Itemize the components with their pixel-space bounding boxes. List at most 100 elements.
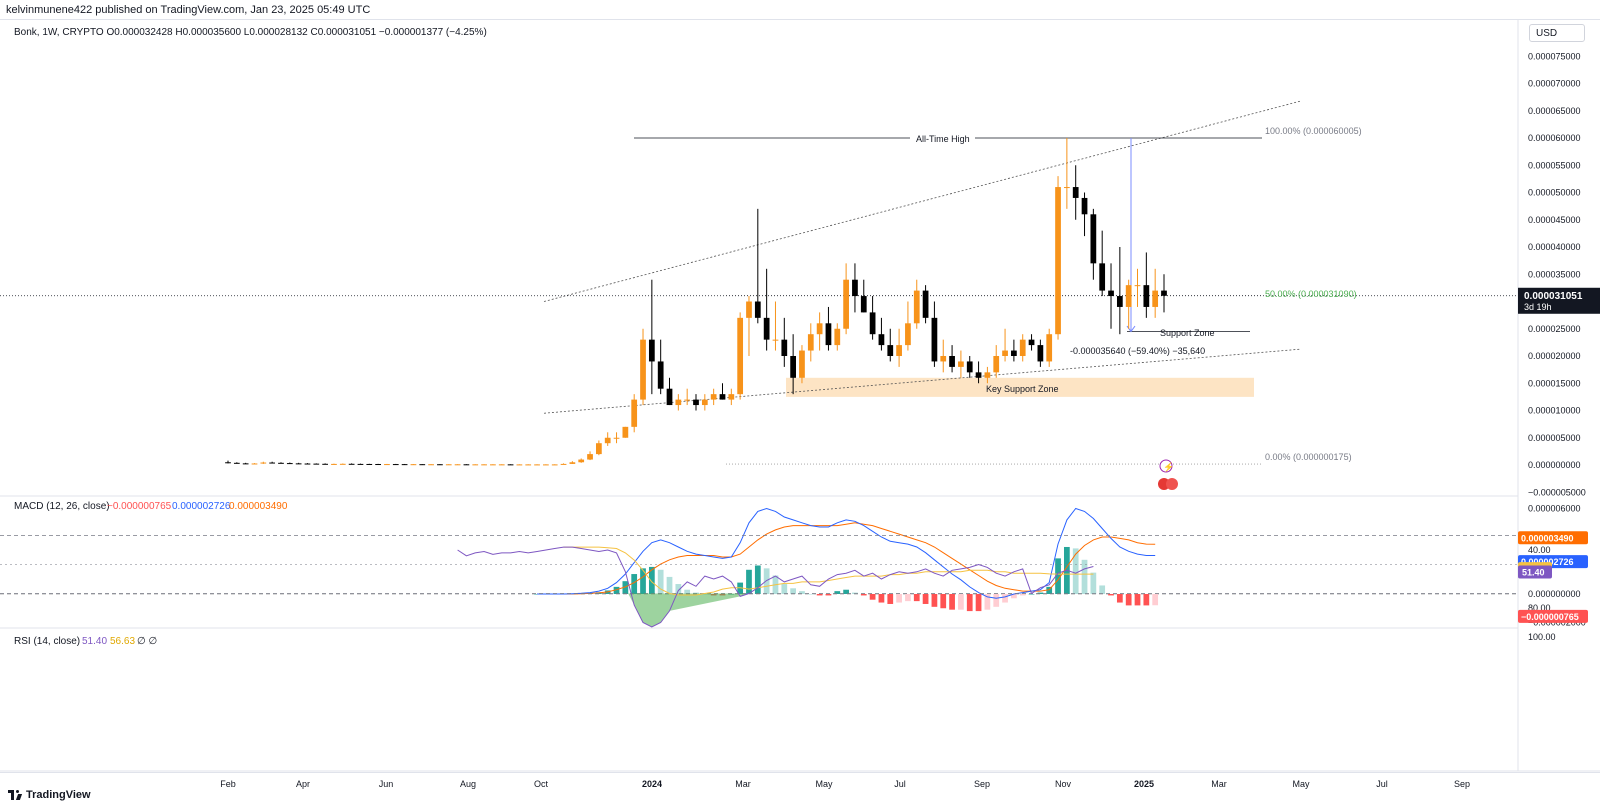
- macd-histogram-bar: [737, 582, 744, 594]
- channel-lower-line: [543, 348, 1301, 414]
- macd-histogram-bar: [746, 569, 752, 594]
- price-pane: ⚡: [0, 100, 1518, 490]
- candle-body: [710, 394, 717, 400]
- macd-tick-label: 0.000006000: [1528, 504, 1581, 514]
- rsi-pane: [0, 535, 1518, 628]
- price-tick-label: 0.000025000: [1528, 324, 1581, 334]
- macd-histogram-bar: [640, 568, 646, 594]
- candle-body: [569, 462, 576, 464]
- macd-histogram-bar: [958, 594, 964, 610]
- rsi-value-label-bg: [1518, 565, 1552, 579]
- last-price-label-bg: [1518, 287, 1600, 314]
- support-zone-label: Support Zone: [1160, 328, 1215, 338]
- macd-histogram-bar: [1002, 594, 1008, 603]
- candle-body: [763, 317, 770, 340]
- macd-histogram-bar: [1125, 594, 1132, 606]
- macd-histogram-bar: [975, 594, 982, 612]
- macd-legend-name: MACD (12, 26, close): [14, 501, 110, 512]
- lightning-glyph: ⚡: [1163, 461, 1174, 473]
- macd-histogram-bar: [631, 574, 638, 594]
- macd-histogram-bar: [666, 576, 673, 594]
- candle-body: [975, 372, 982, 378]
- macd-histogram-bar: [799, 591, 805, 594]
- macd-histogram-bar: [1046, 586, 1053, 594]
- candle-body: [1037, 345, 1044, 362]
- macd-pane: [0, 507, 1518, 612]
- candle-body: [728, 394, 735, 400]
- countdown-label: 3d 19h: [1524, 302, 1552, 312]
- rsi-legend-value: 51.40: [82, 636, 107, 647]
- price-tick-label: 0.000005000: [1528, 433, 1581, 443]
- rsi-legend: RSI (14, close) 51.40 56.63 ∅ ∅: [14, 636, 157, 647]
- time-tick-label: Jul: [894, 779, 906, 789]
- candle-body: [1019, 339, 1026, 356]
- candle-body: [419, 464, 426, 466]
- channel-upper-line: [543, 100, 1301, 302]
- fib-50-label: 50.00% (0.000031090): [1265, 289, 1357, 299]
- tradingview-brand[interactable]: TradingView: [8, 789, 91, 801]
- candle-body: [595, 443, 602, 455]
- time-tick-label: Mar: [1211, 779, 1227, 789]
- time-tick-label: Apr: [296, 779, 310, 789]
- currency-selector[interactable]: USD: [1529, 24, 1585, 42]
- brand-label: TradingView: [26, 789, 91, 801]
- time-tick-label: Sep: [1454, 779, 1470, 789]
- candle-body: [233, 462, 240, 464]
- rsi-value-label: 51.40: [1522, 568, 1545, 578]
- candle-body: [701, 399, 708, 406]
- candle-body: [604, 437, 611, 444]
- macd-histogram-bar: [905, 594, 911, 602]
- candle-body: [251, 463, 258, 465]
- macd-legend: MACD (12, 26, close) −0.000000765 0.0000…: [14, 501, 288, 512]
- candle-body: [816, 323, 823, 335]
- time-tick-label: Feb: [220, 779, 236, 789]
- price-tick-label: −0.000005000: [1528, 487, 1586, 497]
- candle-body: [534, 464, 540, 466]
- candle-body: [1125, 285, 1132, 307]
- candle-body: [278, 462, 284, 464]
- candle-body: [966, 361, 973, 373]
- price-tick-label: 0.000070000: [1528, 79, 1581, 89]
- macd-histogram-bar: [940, 594, 947, 609]
- candle-body: [242, 463, 249, 465]
- candle-body: [1134, 285, 1141, 287]
- candle-body: [1099, 263, 1106, 291]
- candle-body: [260, 462, 267, 464]
- measure-label: -0.000035640 (−59.40%) −35,640: [1070, 346, 1205, 356]
- macd-histogram-bar: [1090, 572, 1097, 594]
- macd-histogram-bar: [763, 568, 770, 594]
- macd-histogram-bar: [1072, 548, 1079, 594]
- macd-value-label-bg: [1518, 531, 1588, 545]
- macd-histogram-bar: [1143, 594, 1150, 606]
- candle-body: [313, 463, 320, 465]
- candle-body: [958, 361, 964, 367]
- candle-body: [525, 464, 532, 466]
- macd-histogram-bar: [1011, 594, 1017, 599]
- macd-histogram-bar: [1037, 592, 1044, 594]
- candle-body: [481, 464, 487, 466]
- flag-icon-secondary: [1166, 478, 1178, 490]
- candle-body: [366, 463, 373, 465]
- candle-body: [286, 463, 293, 465]
- candle-body: [587, 454, 593, 460]
- macd-histogram-bar: [1081, 559, 1088, 594]
- price-tick-label: 0.000055000: [1528, 160, 1581, 170]
- candle-body: [790, 356, 797, 378]
- candle-body: [1081, 197, 1088, 215]
- time-tick-label: Jul: [1376, 779, 1388, 789]
- macd-histogram-bar: [843, 589, 849, 594]
- macd-histogram-bar: [1108, 594, 1114, 596]
- price-tick-label: 0.000050000: [1528, 188, 1581, 198]
- candle-body: [905, 323, 911, 346]
- price-tick-label: 0.000040000: [1528, 242, 1581, 252]
- rsi-tick-label: 40.00: [1528, 545, 1551, 555]
- candle-body: [693, 399, 699, 406]
- candle-body: [949, 356, 955, 367]
- candle-body: [551, 464, 558, 466]
- macd-histogram-bar: [1055, 558, 1061, 594]
- candle-body: [1046, 334, 1053, 362]
- candle-body: [860, 296, 867, 313]
- macd-histogram-bar: [896, 594, 902, 603]
- price-tick-label: 0.000035000: [1528, 269, 1581, 279]
